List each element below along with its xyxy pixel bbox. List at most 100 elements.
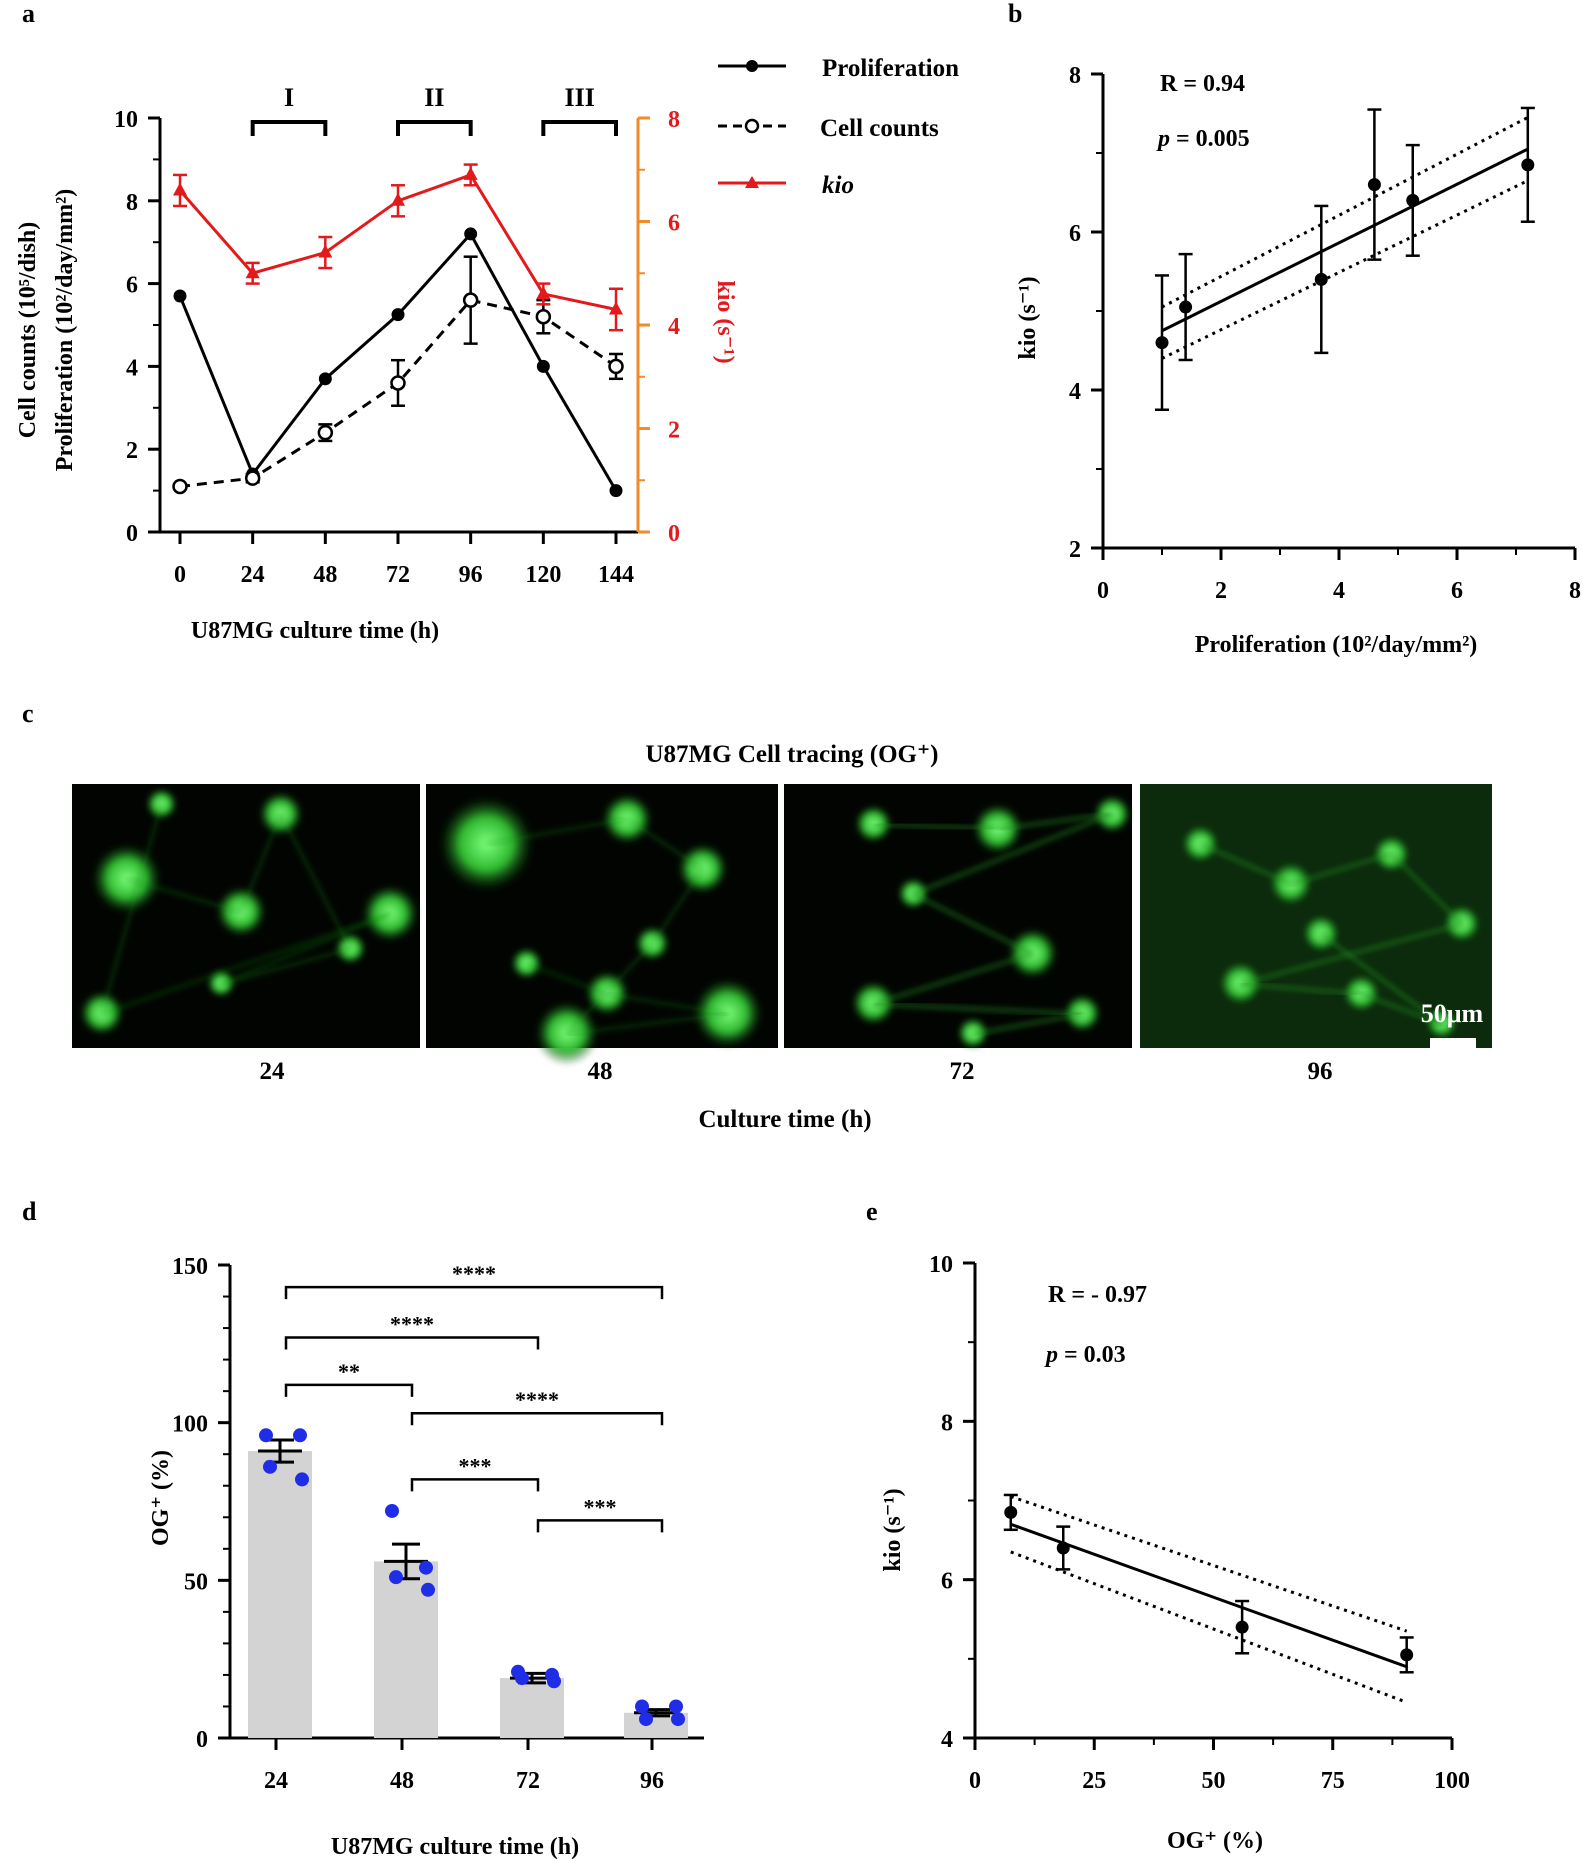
scale-bar-label: 50μm bbox=[1421, 999, 1484, 1028]
cell-process bbox=[872, 952, 1034, 1006]
y-tick-label: 6 bbox=[941, 1569, 953, 1595]
confidence-lower-line bbox=[1010, 1550, 1408, 1704]
panel-d-bars bbox=[248, 1428, 688, 1738]
panel-e-p-symbol: p bbox=[1044, 1342, 1058, 1368]
x-tick-label: 96 bbox=[640, 1768, 664, 1794]
replicate-dot bbox=[385, 1503, 399, 1518]
panel-b-x-axis-label: Proliferation (10²/day/mm²) bbox=[1195, 632, 1478, 658]
panel-a-x-axis-label: U87MG culture time (h) bbox=[191, 618, 439, 644]
legend-cell-counts-label: Cell counts bbox=[820, 115, 939, 142]
cell-process bbox=[651, 868, 704, 945]
cell-process bbox=[566, 943, 654, 1035]
replicate-dot bbox=[515, 1671, 529, 1686]
data-point-kio bbox=[173, 182, 187, 196]
image-label-72: 72 bbox=[950, 1058, 975, 1085]
data-point bbox=[1155, 336, 1169, 350]
y-tick-label: 2 bbox=[1069, 537, 1081, 563]
significance-bracket bbox=[536, 1519, 664, 1533]
fluorescent-cell bbox=[91, 843, 162, 914]
panel-b-points bbox=[1155, 106, 1535, 411]
scale-bar bbox=[1430, 1038, 1476, 1048]
y-tick-label: 150 bbox=[172, 1254, 208, 1280]
panel-a-x-tick-label: 48 bbox=[313, 562, 337, 588]
data-point-proliferation bbox=[609, 484, 623, 498]
replicate-dot bbox=[263, 1459, 277, 1474]
panel-a-x-tick-label: 120 bbox=[525, 562, 561, 588]
panel-a-y2-tick-label: 6 bbox=[668, 211, 680, 237]
legend-kio-label: kio bbox=[822, 172, 854, 199]
fluorescent-cell bbox=[510, 947, 543, 980]
micrograph-48 bbox=[426, 784, 778, 1066]
cell-process bbox=[626, 818, 704, 870]
panel-a-legend: Proliferation Cell counts kio bbox=[718, 55, 959, 199]
micrograph-96 bbox=[1140, 784, 1492, 1048]
significance-label: **** bbox=[452, 1261, 496, 1286]
x-tick-label: 4 bbox=[1333, 578, 1345, 604]
panel-c-title: U87MG Cell tracing (OG⁺) bbox=[646, 741, 939, 768]
cell-process bbox=[873, 822, 998, 831]
data-point-cell-counts bbox=[244, 470, 261, 486]
replicate-dot bbox=[295, 1472, 309, 1487]
data-point-proliferation bbox=[318, 372, 332, 386]
x-tick-label: 2 bbox=[1215, 578, 1227, 604]
data-point bbox=[1235, 1620, 1249, 1634]
phase-bracket bbox=[541, 120, 618, 136]
cell-process bbox=[972, 1012, 1083, 1036]
panel-c-x-axis-label: Culture time (h) bbox=[698, 1106, 871, 1133]
x-tick-label: 0 bbox=[969, 1768, 981, 1794]
data-point bbox=[1314, 272, 1328, 286]
data-point-cell-counts bbox=[390, 375, 406, 391]
y-tick-label: 8 bbox=[1069, 63, 1081, 89]
panel-label-b: b bbox=[1008, 0, 1022, 28]
data-point-proliferation bbox=[536, 359, 550, 373]
panel-d-significance: ******************** bbox=[284, 1261, 664, 1533]
panel-a-y-axis-label-2: Proliferation (10²/day/mm²) bbox=[52, 189, 78, 472]
panel-e-x-axis-label: OG⁺ (%) bbox=[1167, 1828, 1263, 1854]
panel-label-a: a bbox=[22, 0, 35, 28]
cell-process bbox=[1240, 922, 1463, 986]
cell-process bbox=[220, 913, 391, 985]
x-tick-label: 75 bbox=[1321, 1768, 1345, 1794]
cell-process bbox=[566, 1013, 728, 1035]
legend-proliferation-marker bbox=[746, 60, 758, 72]
cell-process bbox=[1390, 852, 1464, 926]
x-tick-label: 25 bbox=[1082, 1768, 1106, 1794]
panel-a-phase-brackets: I II III bbox=[250, 83, 618, 136]
panel-c-image-row bbox=[72, 784, 1492, 1066]
significance-bracket bbox=[284, 1285, 664, 1300]
phase-label: I bbox=[284, 83, 294, 112]
panel-a-x-tick-label: 24 bbox=[241, 562, 265, 588]
fluorescent-cell bbox=[1181, 824, 1220, 863]
x-tick-label: 72 bbox=[516, 1768, 540, 1794]
data-point-cell-counts bbox=[535, 308, 552, 325]
cell-process bbox=[1290, 852, 1393, 886]
data-point-proliferation bbox=[173, 289, 187, 303]
significance-bracket bbox=[410, 1478, 540, 1492]
x-tick-label: 100 bbox=[1434, 1768, 1470, 1794]
significance-label: *** bbox=[459, 1453, 492, 1478]
panel-a-y-axis-label-1: Cell counts (10⁵/dish) bbox=[15, 222, 41, 439]
regression-line bbox=[1161, 147, 1529, 333]
data-point-cell-counts bbox=[317, 424, 334, 441]
phase-bracket bbox=[250, 120, 328, 136]
cell-process bbox=[279, 813, 352, 950]
replicate-dot bbox=[635, 1699, 649, 1714]
cell-process bbox=[1360, 992, 1443, 1026]
panel-b-y-axis-label: kio (s⁻¹) bbox=[1015, 276, 1041, 359]
phase-label: II bbox=[424, 83, 444, 112]
panel-a-y-tick-label: 2 bbox=[126, 438, 138, 464]
data-point-kio bbox=[536, 285, 551, 299]
micrograph-72 bbox=[784, 784, 1132, 1050]
phase-label: III bbox=[564, 83, 594, 112]
confidence-upper-line bbox=[1010, 1495, 1408, 1633]
panel-a-y-tick-label: 0 bbox=[126, 521, 138, 547]
replicate-dot bbox=[419, 1560, 433, 1575]
replicate-dot bbox=[259, 1428, 273, 1443]
data-point-kio bbox=[391, 192, 405, 206]
legend-kio-marker bbox=[745, 176, 759, 188]
